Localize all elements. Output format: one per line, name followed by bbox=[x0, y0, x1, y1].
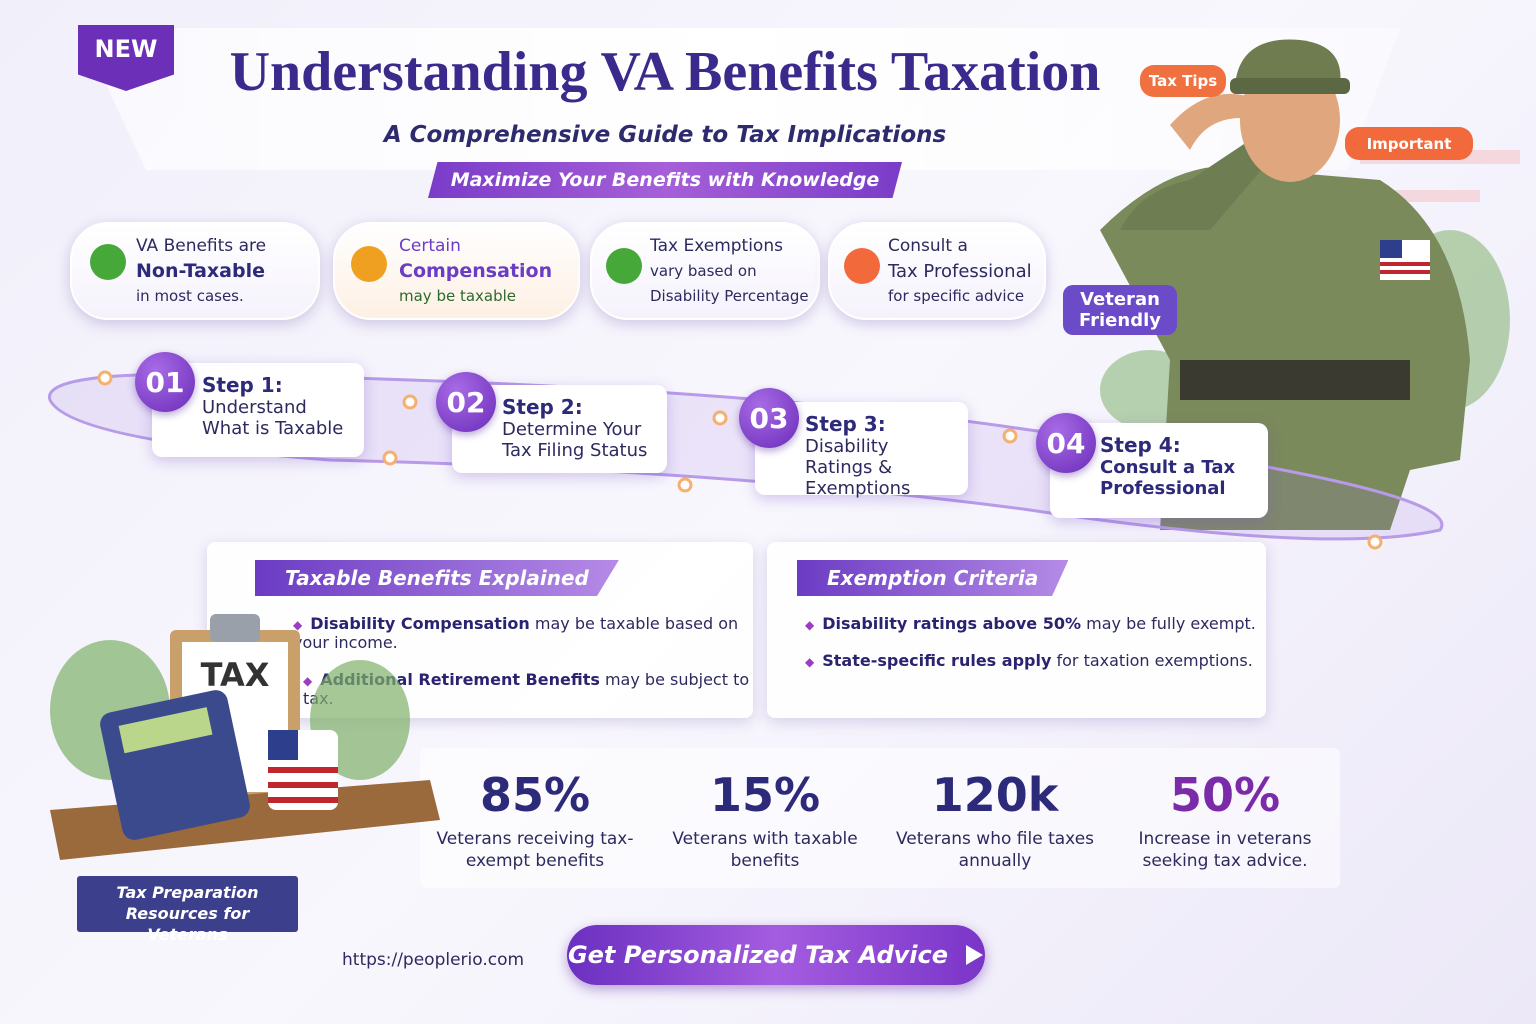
fact-card: Certain Compensation may be taxable bbox=[333, 222, 580, 320]
step-number: 04 bbox=[1036, 413, 1096, 473]
desk-illustration: TAX bbox=[50, 614, 440, 860]
fact-line: Non-Taxable bbox=[136, 260, 265, 282]
step-number: 03 bbox=[739, 388, 799, 448]
cta-arrow bbox=[966, 945, 984, 965]
subtitle: A Comprehensive Guide to Tax Implication… bbox=[383, 122, 947, 148]
important-tag: Important bbox=[1345, 127, 1473, 160]
item-bold: Disability Compensation bbox=[310, 614, 530, 633]
stat-label: Veterans receiving tax-exempt benefits bbox=[436, 829, 634, 871]
step-number: 02 bbox=[436, 372, 496, 432]
item-text: may be taxable based on your income. bbox=[293, 614, 739, 652]
soldier-illustration bbox=[1100, 39, 1520, 530]
panel-item: State-specific rules apply for taxation … bbox=[805, 651, 1266, 670]
item-bold: State-specific rules apply bbox=[822, 651, 1052, 670]
step-text: Understand What is Taxable bbox=[202, 397, 344, 439]
fact-icon bbox=[844, 248, 880, 284]
stat-label: Veterans with taxable benefits bbox=[672, 829, 858, 871]
fact-card: Consult a Tax Professional for specific … bbox=[828, 222, 1046, 320]
stats-strip: 85% Veterans receiving tax-exempt benefit… bbox=[420, 748, 1340, 888]
step-title: Step 1: bbox=[202, 373, 283, 397]
panel-item: Disability ratings above 50% may be full… bbox=[805, 614, 1266, 633]
step-card: Step 3: Disability Ratings & Exemptions bbox=[755, 402, 968, 499]
resources-label: Tax Preparation Resources for Veterans bbox=[77, 876, 298, 944]
fact-line: Certain bbox=[399, 236, 461, 256]
tagline: Maximize Your Benefits with Knowledge bbox=[428, 162, 902, 198]
step-text: Disability Ratings & Exemptions bbox=[805, 436, 911, 499]
step-text: Consult a Tax Professional bbox=[1100, 457, 1236, 499]
tax-tips-tag: Tax Tips bbox=[1140, 65, 1226, 97]
item-text: may be fully exempt. bbox=[1086, 614, 1256, 633]
cta-text: Get Personalized Tax Advice bbox=[567, 941, 949, 969]
item-text: for taxation exemptions. bbox=[1056, 651, 1253, 670]
stat-value: 15% bbox=[709, 768, 821, 822]
document-label: TAX bbox=[201, 656, 270, 694]
info-panel: Taxable Benefits Explained Disability Co… bbox=[207, 542, 753, 718]
step-title: Step 2: bbox=[502, 395, 583, 419]
fact-line: VA Benefits are bbox=[136, 236, 267, 256]
fact-line: Tax Professional bbox=[888, 261, 1032, 282]
fact-line: for specific advice bbox=[888, 287, 1025, 305]
panel-title: Taxable Benefits Explained bbox=[255, 560, 619, 596]
cta-button[interactable]: Get Personalized Tax Advice bbox=[567, 925, 985, 985]
fact-card: VA Benefits are Non-Taxable in most case… bbox=[70, 222, 320, 320]
stat: 120k Veterans who file taxes annually bbox=[890, 768, 1100, 888]
veteran-friendly-tag: Veteran Friendly bbox=[1063, 285, 1177, 335]
step-title: Step 4: bbox=[1100, 433, 1181, 457]
fact-line: Disability Percentage bbox=[650, 287, 809, 305]
fact-line: in most cases. bbox=[136, 287, 244, 305]
fact-line: Compensation bbox=[399, 260, 553, 282]
fact-icon bbox=[90, 244, 126, 280]
stat-label: Veterans who file taxes annually bbox=[895, 829, 1095, 871]
stat-label: Increase in veterans seeking tax advice. bbox=[1138, 829, 1312, 871]
site-url[interactable]: https://peoplerio.com bbox=[342, 950, 525, 970]
stat-value: 50% bbox=[1169, 768, 1281, 822]
stat: 15% Veterans with taxable benefits bbox=[660, 768, 870, 888]
fact-line: vary based on bbox=[650, 262, 757, 280]
step-number: 01 bbox=[135, 352, 195, 412]
header-banner bbox=[80, 28, 1400, 170]
item-bold: Disability ratings above 50% bbox=[822, 614, 1082, 633]
fact-icon bbox=[606, 248, 642, 284]
fact-line: Consult a bbox=[888, 236, 968, 256]
stat: 50% Increase in veterans seeking tax advi… bbox=[1120, 768, 1330, 888]
step-card: Step 4: Consult a Tax Professional bbox=[1050, 423, 1268, 518]
fact-line: may be taxable bbox=[399, 287, 517, 305]
new-badge: NEW bbox=[78, 25, 174, 91]
fact-icon bbox=[351, 246, 387, 282]
stat-value: 85% bbox=[479, 768, 591, 822]
step-text: Determine Your Tax Filing Status bbox=[502, 419, 648, 461]
step-title: Step 3: bbox=[805, 412, 886, 436]
fact-line: Tax Exemptions bbox=[650, 236, 783, 256]
title: Understanding VA Benefits Taxation bbox=[229, 41, 1101, 103]
fact-card: Tax Exemptions vary based on Disability … bbox=[590, 222, 820, 320]
info-panel: Exemption Criteria Disability ratings ab… bbox=[767, 542, 1266, 718]
stat: 85% Veterans receiving tax-exempt benefit… bbox=[430, 768, 640, 888]
stat-value: 120k bbox=[931, 768, 1059, 822]
panel-title: Exemption Criteria bbox=[797, 560, 1069, 596]
panel-item: Disability Compensation may be taxable b… bbox=[293, 614, 753, 652]
